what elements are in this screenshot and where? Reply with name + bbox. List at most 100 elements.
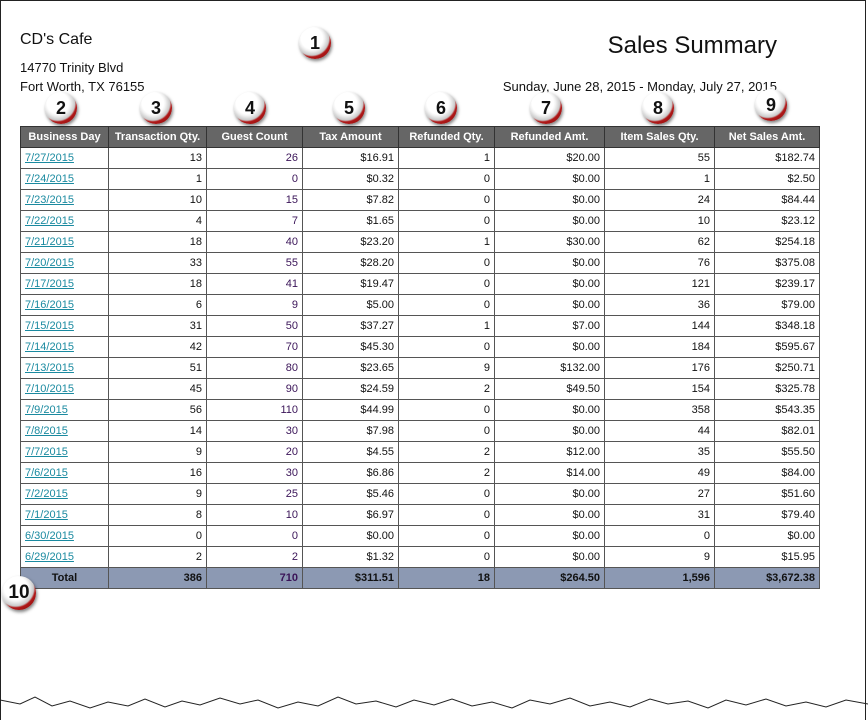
business-day-cell: 7/27/2015 xyxy=(20,147,109,169)
table-cell: 1 xyxy=(398,231,495,253)
table-row: 7/27/2015 13 26 $16.91 1 $20.00 55 $182.74 xyxy=(20,147,820,169)
table-cell: $79.00 xyxy=(714,294,820,316)
table-cell: $19.47 xyxy=(302,273,399,295)
table-row: 6/29/2015 2 2 $1.32 0 $0.00 9 $15.95 xyxy=(20,546,820,568)
business-day-link[interactable]: 6/30/2015 xyxy=(25,530,74,542)
column-header: Business Day xyxy=(20,126,109,148)
table-cell: $55.50 xyxy=(714,441,820,463)
business-day-link[interactable]: 7/17/2015 xyxy=(25,278,74,290)
table-row: 7/24/2015 1 0 $0.32 0 $0.00 1 $2.50 xyxy=(20,168,820,190)
table-cell: $44.99 xyxy=(302,399,399,421)
address-line-2: Fort Worth, TX 76155 xyxy=(20,79,145,94)
business-day-link[interactable]: 7/1/2015 xyxy=(25,509,68,521)
business-day-link[interactable]: 7/14/2015 xyxy=(25,341,74,353)
table-cell: 45 xyxy=(108,378,207,400)
table-cell: 110 xyxy=(206,399,303,421)
business-day-link[interactable]: 7/21/2015 xyxy=(25,236,74,248)
table-cell: 176 xyxy=(604,357,715,379)
table-cell: 9 xyxy=(604,546,715,568)
table-cell: 4 xyxy=(108,210,207,232)
table-cell: $51.60 xyxy=(714,483,820,505)
business-day-link[interactable]: 7/13/2015 xyxy=(25,362,74,374)
total-row: Total 386 710 $311.51 18 $264.50 1,596 $3,672.3… xyxy=(20,567,820,589)
table-cell: $79.40 xyxy=(714,504,820,526)
business-day-link[interactable]: 7/10/2015 xyxy=(25,383,74,395)
address-line-1: 14770 Trinity Blvd xyxy=(20,60,124,75)
table-cell: $7.82 xyxy=(302,189,399,211)
business-day-link[interactable]: 7/7/2015 xyxy=(25,446,68,458)
table-cell: 56 xyxy=(108,399,207,421)
business-day-cell: 7/15/2015 xyxy=(20,315,109,337)
table-cell: $0.00 xyxy=(494,420,605,442)
table-cell: 18 xyxy=(108,273,207,295)
table-row: 7/23/2015 10 15 $7.82 0 $0.00 24 $84.44 xyxy=(20,189,820,211)
business-day-link[interactable]: 7/22/2015 xyxy=(25,215,74,227)
sales-summary-table: Business Day Transaction Qty. Guest Count T… xyxy=(20,126,820,589)
table-cell: 80 xyxy=(206,357,303,379)
table-cell: 55 xyxy=(206,252,303,274)
business-day-link[interactable]: 7/23/2015 xyxy=(25,194,74,206)
table-cell: 0 xyxy=(398,273,495,295)
table-cell: $23.65 xyxy=(302,357,399,379)
table-row: 7/6/2015 16 30 $6.86 2 $14.00 49 $84.00 xyxy=(20,462,820,484)
business-day-cell: 7/13/2015 xyxy=(20,357,109,379)
table-cell: $6.86 xyxy=(302,462,399,484)
table-cell: $0.00 xyxy=(714,525,820,547)
business-day-link[interactable]: 7/8/2015 xyxy=(25,425,68,437)
table-cell: $7.00 xyxy=(494,315,605,337)
table-cell: $30.00 xyxy=(494,231,605,253)
table-cell: $14.00 xyxy=(494,462,605,484)
business-day-cell: 7/9/2015 xyxy=(20,399,109,421)
report-title: Sales Summary xyxy=(607,32,777,59)
table-cell: 41 xyxy=(206,273,303,295)
business-day-cell: 7/2/2015 xyxy=(20,483,109,505)
table-cell: 1 xyxy=(398,315,495,337)
business-day-link[interactable]: 7/27/2015 xyxy=(25,152,74,164)
business-day-cell: 6/29/2015 xyxy=(20,546,109,568)
table-cell: 50 xyxy=(206,315,303,337)
table-cell: 9 xyxy=(108,483,207,505)
table-cell: 1 xyxy=(398,147,495,169)
business-day-link[interactable]: 7/2/2015 xyxy=(25,488,68,500)
table-cell: $5.46 xyxy=(302,483,399,505)
business-day-cell: 7/8/2015 xyxy=(20,420,109,442)
table-cell: 26 xyxy=(206,147,303,169)
table-cell: $23.12 xyxy=(714,210,820,232)
table-cell: 8 xyxy=(108,504,207,526)
callout-6-icon: 6 xyxy=(425,92,457,124)
business-day-link[interactable]: 7/6/2015 xyxy=(25,467,68,479)
business-day-link[interactable]: 7/16/2015 xyxy=(25,299,74,311)
table-row: 7/7/2015 9 20 $4.55 2 $12.00 35 $55.50 xyxy=(20,441,820,463)
table-cell: $0.00 xyxy=(494,252,605,274)
table-cell: 6 xyxy=(108,294,207,316)
table-cell: 16 xyxy=(108,462,207,484)
table-cell: $0.00 xyxy=(494,294,605,316)
table-cell: $28.20 xyxy=(302,252,399,274)
company-name: CD's Cafe xyxy=(20,31,93,48)
business-day-cell: 7/17/2015 xyxy=(20,273,109,295)
table-cell: 0 xyxy=(206,525,303,547)
table-cell: $0.00 xyxy=(494,210,605,232)
business-day-link[interactable]: 6/29/2015 xyxy=(25,551,74,563)
table-cell: $0.00 xyxy=(494,336,605,358)
column-header: Refunded Qty. xyxy=(398,126,495,148)
table-cell: $2.50 xyxy=(714,168,820,190)
table-cell: $49.50 xyxy=(494,378,605,400)
table-cell: $250.71 xyxy=(714,357,820,379)
table-cell: 10 xyxy=(108,189,207,211)
business-day-link[interactable]: 7/24/2015 xyxy=(25,173,74,185)
table-cell: $0.00 xyxy=(494,189,605,211)
table-cell: $0.00 xyxy=(494,504,605,526)
table-header-row: Business Day Transaction Qty. Guest Count T… xyxy=(20,126,820,148)
table-cell: 0 xyxy=(398,399,495,421)
table-cell: 44 xyxy=(604,420,715,442)
business-day-cell: 7/16/2015 xyxy=(20,294,109,316)
table-row: 7/20/2015 33 55 $28.20 0 $0.00 76 $375.08 xyxy=(20,252,820,274)
business-day-link[interactable]: 7/20/2015 xyxy=(25,257,74,269)
business-day-link[interactable]: 7/15/2015 xyxy=(25,320,74,332)
table-row: 7/22/2015 4 7 $1.65 0 $0.00 10 $23.12 xyxy=(20,210,820,232)
table-cell: 358 xyxy=(604,399,715,421)
callout-3-icon: 3 xyxy=(140,92,172,124)
business-day-link[interactable]: 7/9/2015 xyxy=(25,404,68,416)
